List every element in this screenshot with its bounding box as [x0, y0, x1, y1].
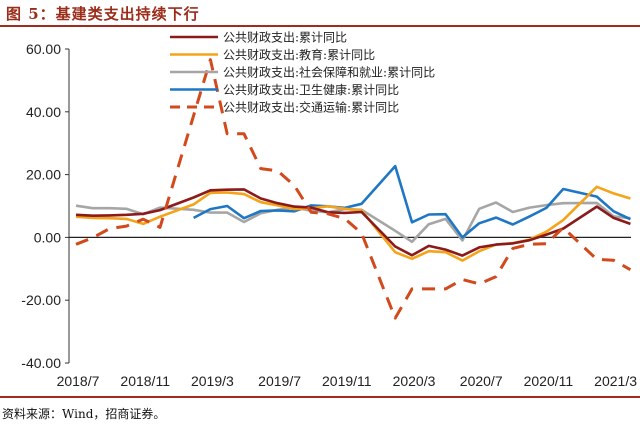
- figure-title: 图 5：基建类支出持续下行: [6, 5, 200, 23]
- x-tick-label: 2020/3: [393, 373, 436, 389]
- legend: 公共财政支出:累计同比公共财政支出:教育:累计同比公共财政支出:社会保障和就业:…: [170, 31, 435, 115]
- x-tick-label: 2020/11: [524, 373, 574, 389]
- x-axis: 2018/7 2018/11 2019/3 2019/7 2019/11 2020/3 20…: [57, 236, 637, 389]
- y-tick-label: 0.00: [34, 229, 61, 245]
- legend-label: 公共财政支出:教育:累计同比: [223, 47, 375, 62]
- y-axis: 60.00 40.00 20.00 0.00 -20.00 -40.00: [21, 41, 70, 371]
- legend-label: 公共财政支出:累计同比: [223, 31, 347, 45]
- legend-label: 公共财政支出:交通运输:累计同比: [223, 100, 399, 115]
- x-tick-label: 2019/11: [322, 373, 372, 389]
- x-tick-label: 2018/11: [120, 373, 170, 389]
- legend-label: 公共财政支出:社会保障和就业:累计同比: [223, 65, 435, 80]
- title-divider: [0, 25, 640, 27]
- series-line-4: [75, 58, 632, 320]
- x-tick-label: 2020/7: [460, 373, 503, 389]
- footer-divider: [0, 396, 640, 398]
- y-tick-label: -20.00: [21, 292, 61, 308]
- y-tick-label: 40.00: [26, 104, 61, 120]
- x-tick-label: 2019/3: [191, 373, 234, 389]
- x-tick-label: 2018/7: [57, 373, 100, 389]
- x-tick-label: 2021/3: [594, 373, 637, 389]
- x-tick-label: 2019/7: [258, 373, 301, 389]
- series-lines: [75, 58, 632, 320]
- series-line-0: [75, 188, 631, 257]
- y-tick-label: 60.00: [26, 41, 61, 57]
- y-tick-label: 20.00: [26, 167, 61, 183]
- series-line-1: [75, 185, 631, 262]
- y-tick-label: -40.00: [21, 355, 61, 371]
- source-note: 资料来源：Wind，招商证券。: [2, 407, 166, 421]
- legend-label: 公共财政支出:卫生健康:累计同比: [223, 82, 399, 97]
